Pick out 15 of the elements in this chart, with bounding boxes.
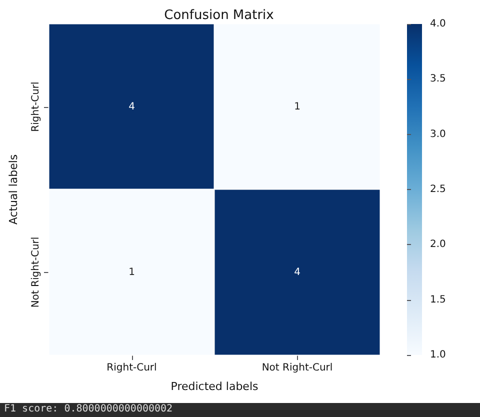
chart-title: Confusion Matrix xyxy=(164,8,274,23)
data-label: 4 xyxy=(294,266,300,278)
color-bar-label: 2.0 xyxy=(430,239,446,250)
color-bar-label: 2.5 xyxy=(430,184,446,195)
data-label: 1 xyxy=(294,101,300,112)
data-label: 4 xyxy=(128,101,135,112)
color-bar-label: 1.5 xyxy=(430,294,446,306)
color-bar-label: 4.0 xyxy=(430,18,446,30)
color-bar-label: 3.5 xyxy=(430,74,446,85)
color-bar-label: 1.0 xyxy=(430,350,446,360)
x-axis-title: Predicted labels xyxy=(170,380,259,393)
y-axis-title: Actual labels xyxy=(7,154,20,225)
data-label: 1 xyxy=(128,266,135,278)
color-bar-label: 3.0 xyxy=(430,128,446,140)
text: F1 score: 0.8000000000000002 xyxy=(4,404,173,414)
